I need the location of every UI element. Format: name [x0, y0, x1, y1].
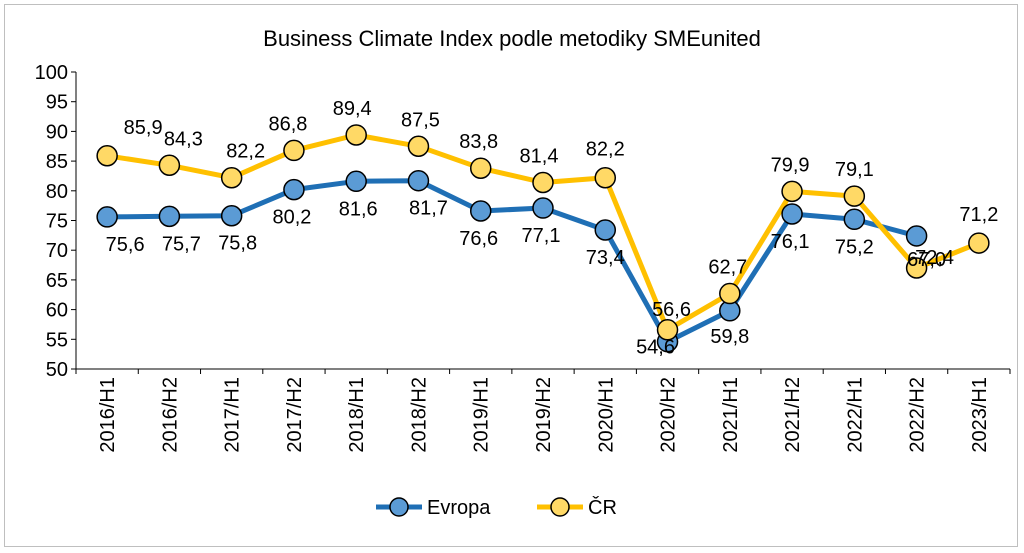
x-tick-label: 2016/H1: [97, 377, 119, 453]
data-label-evropa: 77,1: [522, 225, 561, 247]
series-markers: [96, 124, 990, 353]
data-point-evropa: [532, 197, 554, 219]
data-label-evropa: 76,6: [459, 228, 498, 250]
data-label-cr: 85,9: [124, 117, 163, 139]
y-tick-label: 85: [46, 151, 68, 173]
data-label-cr: 82,2: [226, 141, 265, 163]
x-tick-label: 2023/H1: [969, 377, 991, 453]
data-label-cr: 67,0: [907, 249, 946, 271]
data-label-cr: 86,8: [268, 113, 307, 135]
legend-label-evropa: Evropa: [427, 497, 491, 519]
y-tick-label: 75: [46, 211, 68, 233]
data-label-evropa: 59,8: [710, 326, 749, 348]
data-point-cr: [968, 232, 990, 254]
data-point-evropa: [594, 219, 617, 241]
data-label-evropa: 81,7: [409, 198, 448, 220]
data-point-cr: [656, 319, 679, 341]
x-tick-label: 2020/H1: [595, 377, 617, 453]
data-label-evropa: 54,6: [636, 337, 675, 359]
data-label-cr: 71,2: [959, 204, 998, 226]
data-label-evropa: 81,6: [339, 198, 378, 220]
data-point-cr: [283, 139, 305, 162]
data-point-evropa: [905, 225, 928, 247]
data-point-evropa: [407, 169, 430, 192]
y-tick-label: 60: [46, 300, 68, 322]
x-tick-label: 2016/H2: [159, 377, 181, 453]
chart-frame: [4, 4, 1018, 547]
data-point-evropa: [158, 205, 181, 228]
data-point-cr: [407, 135, 430, 157]
x-tick-label: 2019/H2: [533, 377, 555, 453]
data-point-evropa: [283, 178, 305, 201]
data-point-evropa: [781, 203, 803, 225]
x-tick-label: 2022/H2: [907, 377, 929, 453]
data-labels: 75,6 75,7 75,8 80,2 81,6 81,7 76,6 77,1 73,4 54,6…: [106, 98, 999, 359]
data-label-cr: 62,7: [708, 257, 747, 279]
x-tick-label: 2017/H1: [222, 377, 244, 453]
data-point-cr: [158, 154, 181, 177]
data-label-evropa: 75,7: [162, 233, 201, 255]
y-tick-label: 90: [46, 121, 68, 143]
x-tick-label: 2019/H1: [471, 377, 493, 453]
y-tick-label: 65: [46, 270, 68, 292]
y-tick-label: 100: [35, 62, 68, 84]
data-label-evropa: 76,1: [771, 231, 810, 253]
data-label-evropa: 75,8: [218, 233, 257, 255]
x-tick-label: 2017/H2: [284, 377, 306, 453]
series-line-evropa: [104, 178, 920, 345]
data-point-cr: [345, 124, 367, 146]
data-label-cr: 81,4: [520, 145, 559, 167]
data-point-cr: [843, 185, 866, 207]
data-label-evropa: 72,4: [915, 247, 954, 269]
data-point-cr: [719, 282, 741, 305]
legend-marker-cr: [550, 497, 570, 517]
data-label-cr: 79,1: [835, 159, 874, 181]
data-label-evropa: 75,2: [835, 236, 874, 258]
data-point-cr: [594, 166, 617, 189]
chart-title: Business Climate Index podle metodiky SM…: [263, 26, 761, 51]
data-label-cr: 56,6: [652, 299, 691, 321]
data-label-cr: 82,2: [586, 139, 625, 161]
data-label-evropa: 73,4: [586, 247, 625, 269]
data-point-evropa: [220, 204, 243, 227]
data-point-cr: [96, 145, 118, 167]
x-tick-label: 2021/H2: [782, 377, 804, 453]
data-point-evropa: [345, 170, 367, 193]
data-label-evropa: 75,6: [106, 234, 145, 256]
x-tick-label: 2020/H2: [658, 377, 680, 453]
data-label-cr: 89,4: [333, 98, 372, 120]
data-point-evropa: [843, 208, 866, 231]
data-label-cr: 83,8: [459, 131, 498, 153]
y-tick-label: 50: [46, 359, 68, 381]
data-point-evropa: [469, 200, 492, 222]
data-point-evropa: [96, 206, 118, 228]
y-tick-label: 70: [46, 240, 68, 262]
data-label-cr: 84,3: [164, 128, 203, 150]
data-point-cr: [532, 171, 554, 194]
data-label-evropa: 80,2: [272, 207, 311, 229]
x-tick-label: 2018/H1: [346, 377, 368, 453]
x-tick-label: 2022/H1: [844, 377, 866, 453]
y-tick-label: 80: [46, 181, 68, 203]
legend-label-cr: ČR: [588, 496, 617, 519]
legend-marker-evropa: [389, 497, 409, 517]
y-tick-label: 55: [46, 329, 68, 351]
data-point-cr: [469, 157, 492, 179]
data-point-cr: [781, 180, 803, 203]
y-tick-label: 95: [46, 92, 68, 114]
x-tick-label: 2021/H1: [720, 377, 742, 453]
data-point-cr: [220, 166, 243, 189]
data-label-cr: 87,5: [401, 109, 440, 131]
data-label-cr: 79,9: [771, 154, 810, 176]
x-tick-label: 2018/H2: [408, 377, 430, 453]
data-point-cr: [905, 257, 928, 279]
